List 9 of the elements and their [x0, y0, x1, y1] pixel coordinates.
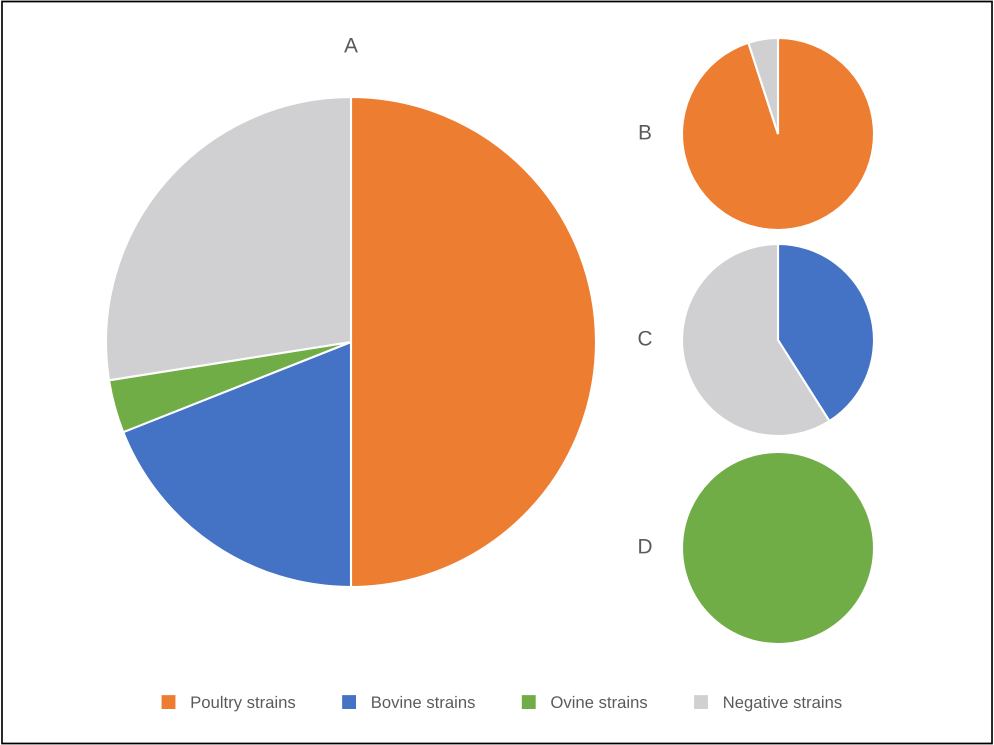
- chart-title: A: [344, 38, 358, 52]
- legend-label: Poultry strains: [192, 696, 296, 712]
- text: B: [640, 125, 651, 140]
- legend-label: Ovine strains: [551, 696, 648, 708]
- legend-label: Bovine strains: [372, 696, 475, 708]
- text: C: [638, 330, 652, 346]
- pie-slice: [680, 36, 876, 232]
- text: D: [639, 539, 652, 554]
- legend-label: Negative strains: [724, 696, 842, 712]
